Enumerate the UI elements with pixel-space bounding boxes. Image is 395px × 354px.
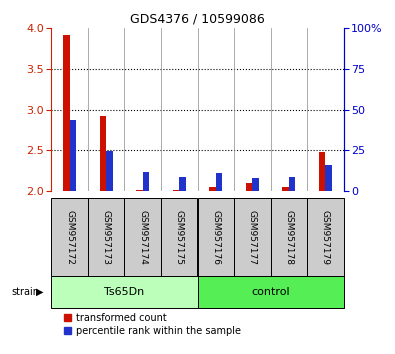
Text: GSM957173: GSM957173 <box>102 210 111 265</box>
Bar <box>143 172 149 191</box>
Bar <box>106 151 113 191</box>
Bar <box>173 190 179 191</box>
Text: strain: strain <box>12 287 40 297</box>
Bar <box>161 198 198 276</box>
Bar <box>252 178 259 191</box>
Text: Ts65Dn: Ts65Dn <box>104 287 145 297</box>
Text: GSM957174: GSM957174 <box>138 210 147 265</box>
Text: GSM957177: GSM957177 <box>248 210 257 265</box>
Bar <box>179 177 186 191</box>
Bar <box>325 165 332 191</box>
Bar <box>100 116 106 191</box>
Bar <box>51 276 198 308</box>
Bar <box>198 276 344 308</box>
Title: GDS4376 / 10599086: GDS4376 / 10599086 <box>130 13 265 26</box>
Text: GSM957178: GSM957178 <box>284 210 293 265</box>
Bar <box>198 198 234 276</box>
Bar <box>271 198 307 276</box>
Bar <box>209 187 216 191</box>
Bar <box>88 198 124 276</box>
Bar <box>70 120 76 191</box>
Bar <box>216 173 222 191</box>
Bar <box>307 198 344 276</box>
Bar <box>289 177 295 191</box>
Text: ▶: ▶ <box>36 287 43 297</box>
Bar <box>136 189 143 191</box>
Bar <box>124 198 161 276</box>
Legend: transformed count, percentile rank within the sample: transformed count, percentile rank withi… <box>64 313 241 336</box>
Text: GSM957175: GSM957175 <box>175 210 184 265</box>
Text: GSM957172: GSM957172 <box>65 210 74 265</box>
Bar <box>234 198 271 276</box>
Bar <box>51 198 88 276</box>
Bar <box>63 35 70 191</box>
Bar <box>282 187 289 191</box>
Bar <box>319 152 325 191</box>
Text: GSM957176: GSM957176 <box>211 210 220 265</box>
Text: GSM957179: GSM957179 <box>321 210 330 265</box>
Text: control: control <box>251 287 290 297</box>
Bar <box>246 183 252 191</box>
